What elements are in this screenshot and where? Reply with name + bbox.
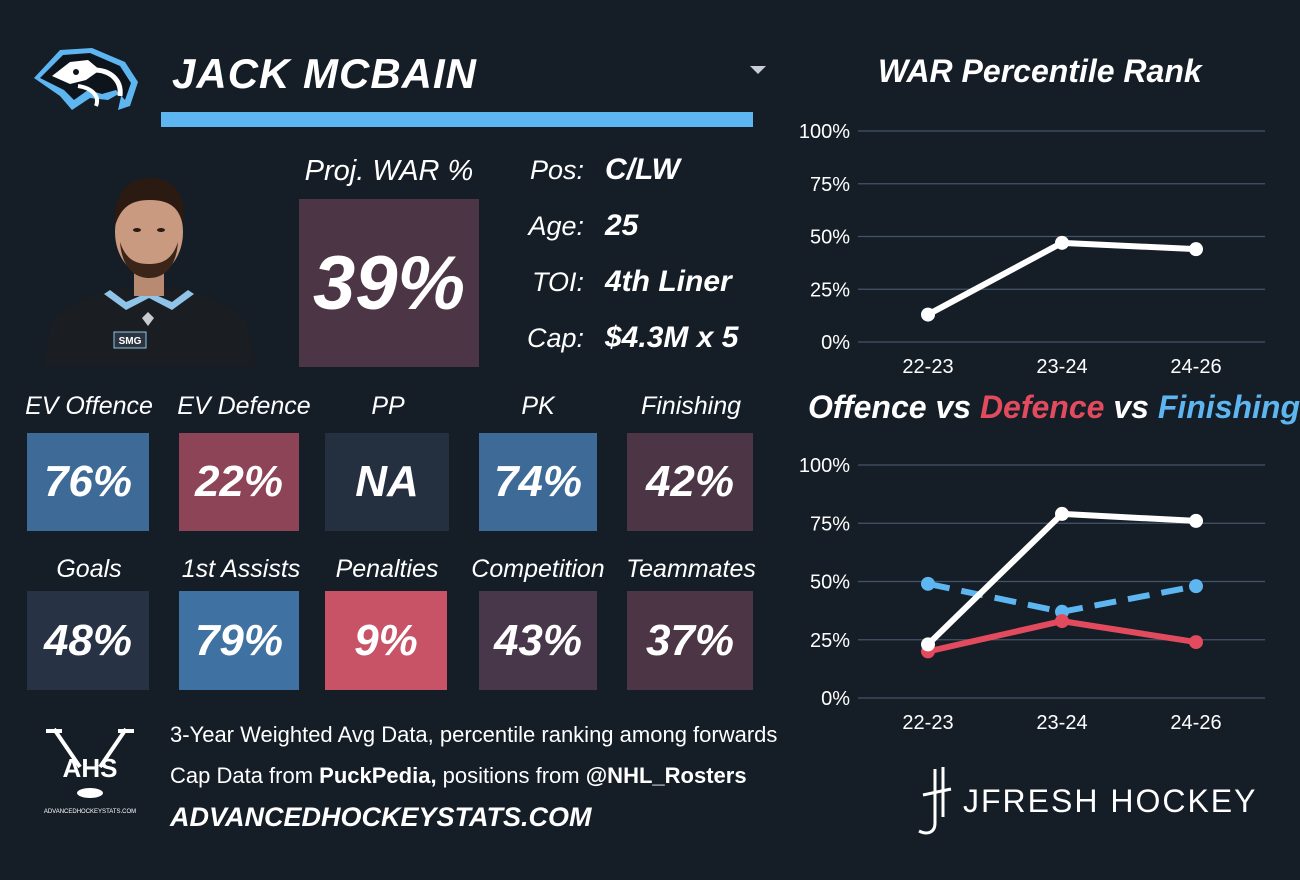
chart2-ytick-label: 100%	[799, 455, 850, 477]
puckpedia-link[interactable]: PuckPedia,	[319, 763, 437, 788]
tile-pp: NA	[325, 433, 449, 531]
chart2-ytick-label: 75%	[810, 513, 850, 535]
chart1-ytick-label: 0%	[821, 332, 850, 354]
chart2-ytick-label: 50%	[810, 572, 850, 594]
bio-value-age: 25	[605, 209, 639, 242]
chart2-ytick-label: 0%	[821, 688, 850, 710]
tile-1st-assists: 79%	[179, 591, 299, 690]
chart1-series-0-point	[1055, 235, 1069, 250]
footer-note-2-prefix: Cap Data from	[170, 763, 320, 788]
site-url-link[interactable]: ADVANCEDHOCKEYSTATS.COM	[170, 802, 592, 832]
tile-teammates: 37%	[627, 591, 753, 690]
war-percentile-chart: 0% 25% 50% 75% 100% 22-23 23-24 24-26	[799, 121, 1265, 378]
tile-label-pk: PK	[521, 392, 555, 420]
chart1-xtick-label: 23-24	[1036, 356, 1087, 378]
chart1-ytick-label: 75%	[810, 174, 850, 196]
chart2-title-defence: Defence	[979, 389, 1105, 425]
chart1-xtick-label: 24-26	[1170, 356, 1221, 378]
jersey-text: SMG	[119, 336, 142, 347]
chart2-title-vs1: vs	[926, 389, 980, 425]
chart2-title: Offence vs Defence vs Finishing	[808, 389, 1300, 426]
chart1-series-line-0	[926, 239, 1197, 318]
bio-value-toi: 4th Liner	[605, 265, 732, 298]
bio-value-pos: C/LW	[605, 153, 680, 186]
chart2-xtick-label: 23-24	[1036, 712, 1087, 734]
chart1-xtick-label: 22-23	[902, 356, 953, 378]
chart2-series-0-point	[1055, 506, 1069, 521]
chart1-ytick-label: 50%	[810, 227, 850, 249]
chart2-ytick-label: 25%	[810, 630, 850, 652]
chart2-series-0-point	[921, 637, 935, 652]
jfresh-logo: JFRESH HOCKEY	[918, 767, 1257, 835]
tile-label-1st-assists: 1st Assists	[181, 555, 301, 583]
tile-competition: 43%	[479, 591, 597, 690]
chart2-series-2-point	[1189, 579, 1203, 594]
footer-note-2-mid: positions from	[436, 763, 586, 788]
bio-label-pos: Pos:	[529, 155, 584, 185]
chart2-series-2-point	[921, 576, 935, 591]
chart2-title-finishing: Finishing	[1157, 389, 1300, 425]
offence-defence-finishing-chart: 0% 25% 50% 75% 100% 22-23 23-24 24-26	[799, 455, 1265, 734]
team-logo	[34, 48, 138, 110]
bio-label-age: Age:	[528, 211, 584, 241]
ahs-logo: AHS ADVANCEDHOCKEYSTATS.COM	[44, 727, 136, 815]
player-headshot: SMG	[42, 178, 256, 366]
jfresh-brand-text: JFRESH HOCKEY	[963, 783, 1257, 819]
name-underline	[161, 112, 753, 127]
proj-war-value: 39%	[299, 199, 479, 367]
ahs-logo-text: AHS	[63, 753, 118, 783]
tile-ev-offence: 76%	[27, 433, 149, 531]
tile-penalties: 9%	[325, 591, 447, 690]
tile-ev-defence: 22%	[179, 433, 299, 531]
tile-label-competition: Competition	[471, 555, 605, 583]
tile-label-ev-offence: EV Offence	[25, 392, 153, 420]
footer-note-1: 3-Year Weighted Avg Data, percentile ran…	[170, 722, 778, 747]
tile-label-pp: PP	[371, 392, 405, 420]
tile-pk: 74%	[479, 433, 597, 531]
player-name: JACK MCBAIN	[172, 50, 477, 97]
bio-label-toi: TOI:	[531, 267, 584, 297]
chart1-ytick-label: 100%	[799, 121, 850, 143]
bio-label-cap: Cap:	[526, 323, 584, 353]
chart2-series-1-point	[1189, 635, 1203, 650]
tile-label-penalties: Penalties	[335, 555, 439, 583]
chart2-series-1-point	[1055, 614, 1069, 629]
footer-note-2: Cap Data from PuckPedia, positions from …	[170, 763, 747, 789]
tile-finishing: 42%	[627, 433, 753, 531]
chart2-xtick-label: 22-23	[902, 712, 953, 734]
nhl-rosters-link[interactable]: @NHL_Rosters	[585, 763, 747, 788]
chart2-xtick-label: 24-26	[1170, 712, 1221, 734]
tile-label-finishing: Finishing	[640, 392, 742, 420]
tile-label-ev-defence: EV Defence	[177, 392, 311, 420]
proj-war-label: Proj. WAR %	[304, 155, 474, 187]
chart1-ytick-label: 25%	[810, 279, 850, 301]
chart2-title-offence: Offence	[808, 389, 927, 425]
chart1-title: WAR Percentile Rank	[878, 53, 1202, 89]
ahs-logo-subtext: ADVANCEDHOCKEYSTATS.COM	[44, 809, 136, 815]
tile-label-teammates: Teammates	[626, 555, 756, 583]
tile-goals: 48%	[27, 591, 149, 690]
chart1-series-0-point	[921, 307, 935, 322]
tile-label-goals: Goals	[56, 555, 122, 583]
chart2-title-vs2: vs	[1104, 389, 1158, 425]
bio-value-cap: $4.3M x 5	[605, 321, 739, 354]
chart2-series-0-point	[1189, 513, 1203, 528]
chart1-series-0-point	[1189, 242, 1203, 257]
chevron-down-icon[interactable]	[750, 66, 766, 74]
